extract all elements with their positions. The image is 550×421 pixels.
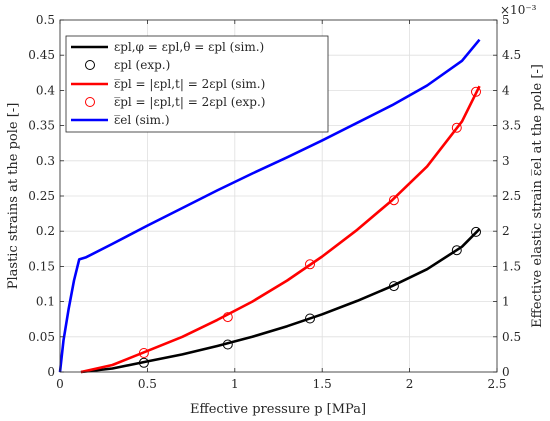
x-axis-label: Effective pressure p [MPa]: [190, 402, 366, 417]
y2-tick-label: 1: [502, 295, 510, 309]
data-point-3: [388, 195, 399, 206]
series-layer: [58, 38, 481, 374]
data-point-3: [471, 86, 481, 97]
data-point-1: [222, 339, 233, 350]
y-tick-label: 0.05: [28, 330, 55, 344]
y-tick-label: 0.15: [28, 259, 55, 273]
data-point-3: [305, 259, 315, 270]
data-point-3: [222, 312, 233, 323]
data-point-3: [138, 348, 149, 358]
y-tick-label: 0: [47, 365, 55, 379]
y2-tick-label: 2.5: [502, 189, 521, 203]
y-tick-label: 0.45: [28, 48, 55, 62]
legend: εpl,φ = εpl,θ = εpl (sim.) εpl (exp.) ε̅…: [65, 35, 329, 133]
y2-tick-label: 0.5: [502, 330, 521, 344]
y2-exponent-label: ×10⁻³: [500, 3, 537, 17]
data-point-1: [471, 226, 481, 237]
series-line-0: [80, 228, 481, 374]
y-tick-label: 0.1: [36, 295, 55, 309]
series-line-2: [80, 85, 481, 374]
legend-label-sim-pl: εpl,φ = εpl,θ = εpl (sim.): [114, 40, 264, 54]
x-tick-label: 0: [56, 377, 64, 391]
data-point-1: [451, 245, 462, 256]
y-tick-label: 0.5: [36, 13, 55, 27]
x-tick-label: 2.5: [487, 377, 506, 391]
data-point-1: [305, 313, 315, 324]
data-point-3: [451, 122, 462, 133]
y-tick-label: 0.3: [36, 154, 55, 168]
x-tick-label: 1.5: [313, 377, 332, 391]
y2-tick-label: 5: [502, 13, 510, 27]
y2-tick-label: 1.5: [502, 259, 521, 273]
legend-swatch-exp-eq-pl: [85, 97, 95, 107]
y2-tick-label: 4.5: [502, 48, 521, 62]
y-tick-label: 0.4: [36, 83, 55, 97]
y2-tick-label: 3.5: [502, 119, 521, 133]
series-line-4: [58, 38, 481, 373]
y-tick-label: 0.35: [28, 119, 55, 133]
y2-tick-label: 2: [502, 224, 510, 238]
data-point-1: [138, 357, 149, 368]
y2-tick-label: 0: [502, 365, 510, 379]
x-tick-label: 2: [406, 377, 414, 391]
legend-label-exp-eq-pl: ε̅pl = |εpl,t| = 2εpl (exp.): [114, 95, 265, 109]
axis-ticks: 0 0.5 1 1.5 2 2.500.050.10.150.20.250.30.350.…: [28, 13, 521, 391]
y-tick-label: 0.2: [36, 224, 55, 238]
legend-swatch-exp-pl: [85, 60, 95, 70]
legend-label-exp-pl: εpl (exp.): [114, 58, 170, 72]
legend-label-sim-eq-pl: ε̅pl = |εpl,t| = 2εpl (sim.): [114, 77, 265, 91]
y2-tick-label: 4: [502, 83, 510, 97]
y2-tick-label: 3: [502, 154, 510, 168]
data-point-1: [388, 281, 399, 292]
legend-label-sim-el: ε̅el (sim.): [114, 113, 170, 127]
y-axis-label: Plastic strains at the pole [-]: [6, 103, 21, 290]
y-tick-label: 0.25: [28, 189, 55, 203]
y2-axis-label: Effective elastic strain ε̅el at the pol…: [530, 64, 545, 328]
legend-box: [65, 35, 329, 133]
x-tick-label: 1: [231, 377, 239, 391]
x-tick-label: 0.5: [138, 377, 157, 391]
